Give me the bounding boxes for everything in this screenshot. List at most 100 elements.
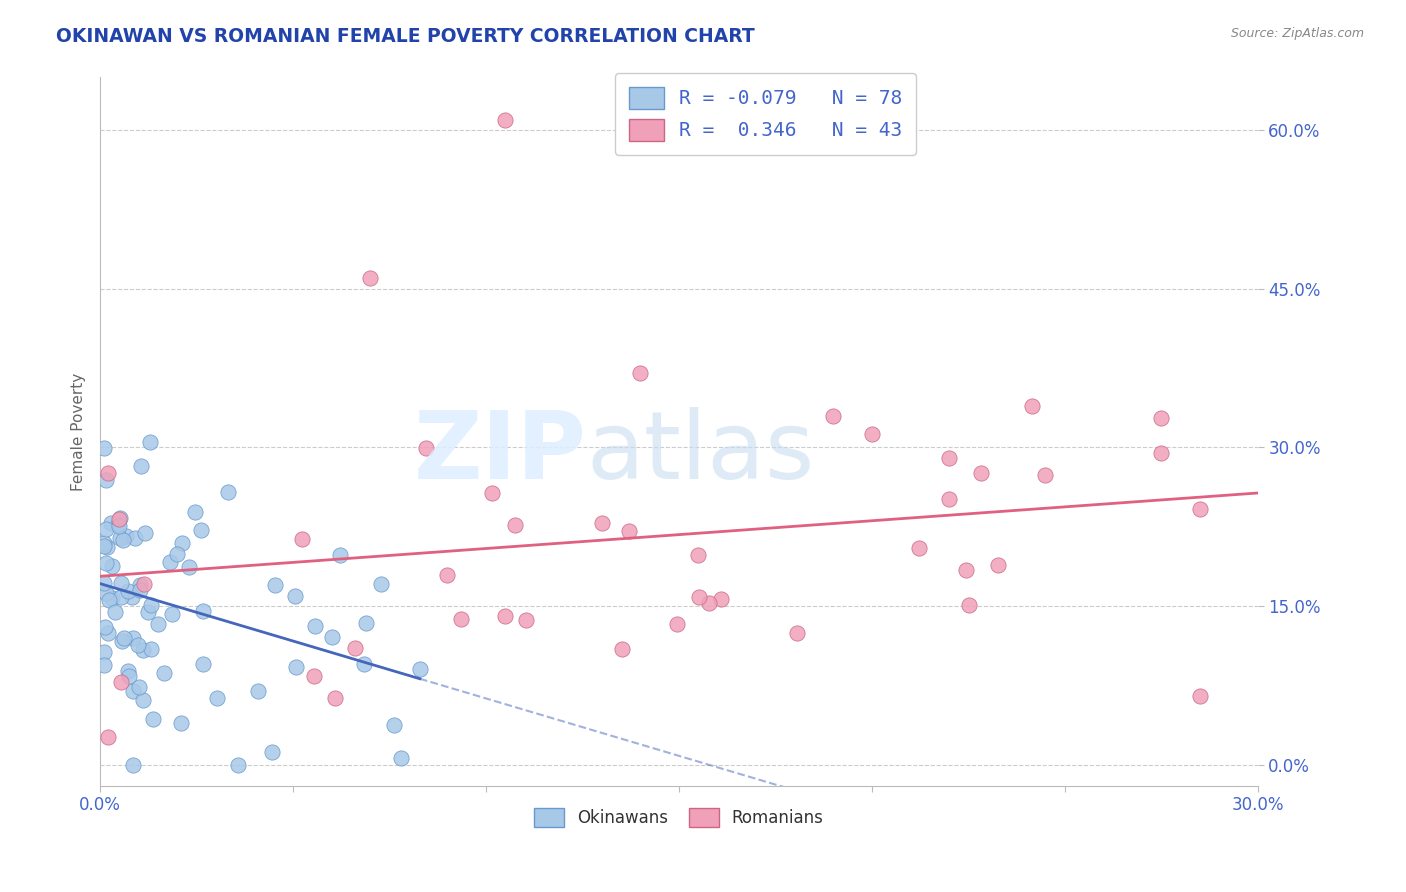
Point <box>860 426 883 441</box>
Point <box>170 536 193 550</box>
Point <box>121 590 143 604</box>
Point <box>688 591 710 605</box>
Y-axis label: Female Poverty: Female Poverty <box>72 373 86 491</box>
Point <box>107 512 129 526</box>
Point <box>127 638 149 652</box>
Point <box>515 613 537 627</box>
Point <box>97 730 120 744</box>
Point <box>450 612 472 626</box>
Point <box>823 409 845 423</box>
Point <box>190 523 212 537</box>
Point <box>617 524 640 538</box>
Point <box>122 631 145 645</box>
Point <box>108 531 131 545</box>
Point <box>110 675 132 690</box>
Point <box>628 367 651 381</box>
Point <box>955 563 977 577</box>
Point <box>97 626 120 640</box>
Point <box>117 584 139 599</box>
Point <box>688 549 710 563</box>
Point <box>217 485 239 500</box>
Point <box>100 516 122 531</box>
Point <box>93 536 115 550</box>
Point <box>205 690 228 705</box>
Point <box>908 541 931 555</box>
Point <box>323 691 346 706</box>
Point <box>284 589 307 603</box>
Point <box>285 660 308 674</box>
Point <box>112 533 135 548</box>
Point <box>139 435 162 450</box>
Point <box>353 657 375 671</box>
Point <box>117 664 139 678</box>
Point <box>93 442 115 456</box>
Point <box>93 539 115 553</box>
Point <box>304 619 326 633</box>
Point <box>129 459 152 474</box>
Point <box>938 491 960 506</box>
Point <box>108 510 131 524</box>
Point <box>141 599 163 613</box>
Point <box>131 693 153 707</box>
Point <box>152 665 174 680</box>
Point <box>162 607 184 622</box>
Point <box>96 473 118 487</box>
Point <box>97 466 120 480</box>
Point <box>409 662 432 676</box>
Point <box>302 668 325 682</box>
Point <box>128 680 150 694</box>
Point <box>166 548 188 562</box>
Point <box>1021 399 1043 413</box>
Point <box>1150 446 1173 460</box>
Point <box>291 533 314 547</box>
Point <box>1188 502 1211 516</box>
Text: atlas: atlas <box>586 407 814 499</box>
Point <box>141 642 163 657</box>
Point <box>494 608 516 623</box>
Point <box>93 575 115 590</box>
Point <box>118 668 141 682</box>
Point <box>96 541 118 555</box>
Point <box>107 516 129 531</box>
Point <box>94 620 117 634</box>
Point <box>329 548 352 562</box>
Legend: Okinawans, Romanians: Okinawans, Romanians <box>527 802 831 834</box>
Text: Source: ZipAtlas.com: Source: ZipAtlas.com <box>1230 27 1364 40</box>
Point <box>264 578 287 592</box>
Point <box>957 598 980 612</box>
Point <box>93 645 115 659</box>
Point <box>138 605 160 619</box>
Point <box>503 518 526 533</box>
Point <box>938 451 960 466</box>
Point <box>108 519 131 533</box>
Point <box>110 590 132 604</box>
Point <box>359 271 381 285</box>
Point <box>436 568 458 582</box>
Point <box>193 605 215 619</box>
Point <box>987 558 1010 572</box>
Point <box>101 591 124 606</box>
Point <box>710 592 733 607</box>
Point <box>370 576 392 591</box>
Point <box>101 558 124 573</box>
Point <box>148 617 170 632</box>
Point <box>786 626 808 640</box>
Point <box>226 757 249 772</box>
Point <box>415 441 437 455</box>
Point <box>104 606 127 620</box>
Point <box>247 683 270 698</box>
Point <box>98 593 121 607</box>
Point <box>112 632 135 646</box>
Text: OKINAWAN VS ROMANIAN FEMALE POVERTY CORRELATION CHART: OKINAWAN VS ROMANIAN FEMALE POVERTY CORR… <box>56 27 755 45</box>
Point <box>124 531 146 545</box>
Point <box>1150 411 1173 425</box>
Point <box>494 112 516 127</box>
Point <box>121 683 143 698</box>
Point <box>94 556 117 570</box>
Point <box>129 583 152 598</box>
Point <box>132 643 155 657</box>
Point <box>96 586 118 600</box>
Point <box>382 718 405 732</box>
Point <box>110 575 132 590</box>
Point <box>121 757 143 772</box>
